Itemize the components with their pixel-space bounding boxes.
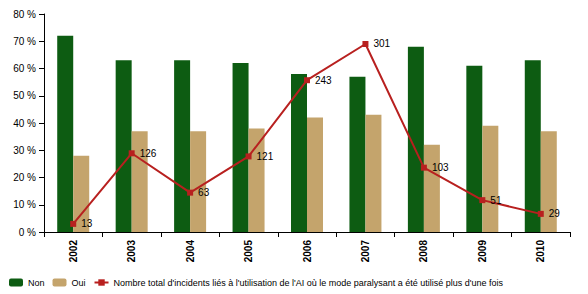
svg-text:2005: 2005 — [243, 240, 254, 263]
svg-text:Non: Non — [28, 278, 45, 288]
svg-text:243: 243 — [315, 75, 332, 86]
svg-text:103: 103 — [432, 162, 449, 173]
svg-text:301: 301 — [373, 38, 390, 49]
svg-text:2003: 2003 — [126, 240, 137, 263]
svg-text:121: 121 — [257, 151, 274, 162]
svg-text:0 %: 0 % — [19, 227, 36, 238]
svg-text:2010: 2010 — [535, 240, 546, 263]
svg-text:63: 63 — [198, 187, 210, 198]
svg-text:70 %: 70 % — [13, 36, 36, 47]
svg-text:20 %: 20 % — [13, 172, 36, 183]
svg-text:50 %: 50 % — [13, 90, 36, 101]
svg-text:2009: 2009 — [477, 240, 488, 263]
svg-text:80 %: 80 % — [13, 9, 36, 20]
svg-text:2006: 2006 — [302, 240, 313, 263]
svg-text:2008: 2008 — [418, 240, 429, 263]
svg-text:126: 126 — [140, 148, 157, 159]
svg-text:2004: 2004 — [185, 240, 196, 263]
svg-text:Oui: Oui — [72, 278, 86, 288]
svg-text:2007: 2007 — [360, 240, 371, 263]
svg-text:51: 51 — [490, 195, 502, 206]
svg-text:30 %: 30 % — [13, 145, 36, 156]
svg-text:2002: 2002 — [68, 240, 79, 263]
svg-text:40 %: 40 % — [13, 118, 36, 129]
svg-text:29: 29 — [549, 208, 561, 219]
svg-text:60 %: 60 % — [13, 63, 36, 74]
svg-text:13: 13 — [81, 218, 93, 229]
svg-text:Nombre total d'incidents liés: Nombre total d'incidents liés à l'utilis… — [114, 278, 504, 288]
svg-text:10 %: 10 % — [13, 199, 36, 210]
